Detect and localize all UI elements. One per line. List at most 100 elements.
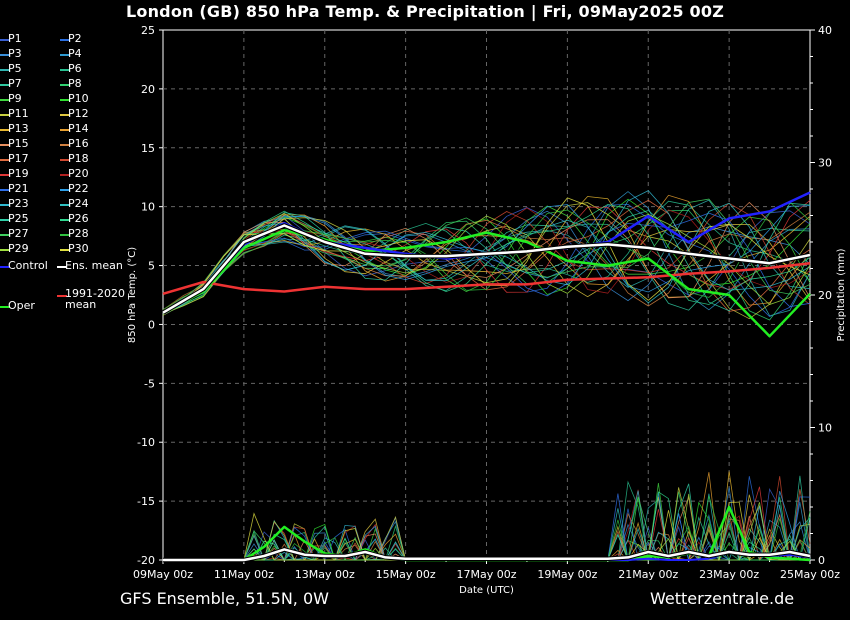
- x-tick-label: 11May 00z: [214, 568, 274, 581]
- member-temp-line: [162, 199, 811, 317]
- legend-swatch: [0, 219, 10, 221]
- y-tick-label: 5: [148, 260, 155, 273]
- legend-swatch: [0, 129, 10, 131]
- legend-swatch: [0, 39, 10, 41]
- legend-swatch: [0, 54, 10, 56]
- legend-label: P27: [8, 227, 29, 240]
- legend-swatch: [0, 234, 10, 236]
- legend-swatch: [60, 54, 70, 56]
- legend-label: P22: [68, 182, 89, 195]
- legend-swatch: [0, 249, 10, 251]
- y-tick-label: -20: [137, 554, 155, 567]
- x-tick-label: 15May 00z: [376, 568, 436, 581]
- legend-label: P25: [8, 212, 29, 225]
- legend-swatch: [0, 174, 10, 176]
- site-credit: Wetterzentrale.de: [650, 589, 795, 608]
- legend-label: P10: [68, 92, 89, 105]
- member-temp-line: [162, 213, 811, 315]
- member-temp-line: [162, 199, 811, 312]
- y-tick-label: -5: [144, 377, 155, 390]
- legend-label: P30: [68, 242, 89, 255]
- y2-tick-label: 30: [818, 157, 832, 170]
- x-tick-label: 25May 00z: [780, 568, 840, 581]
- x-tick-label: 17May 00z: [456, 568, 516, 581]
- oper-temp-line: [162, 228, 811, 338]
- ens-mean-precip-line: [163, 548, 811, 562]
- legend-swatch: [57, 266, 67, 268]
- legend-label: P13: [8, 122, 29, 135]
- legend-label: P9: [8, 92, 22, 105]
- legend-swatch: [60, 219, 70, 221]
- legend-label: P1: [8, 32, 22, 45]
- y-axis-label: 850 hPa Temp. (°C): [127, 247, 138, 343]
- legend-label: Ens. mean: [65, 259, 123, 272]
- x-tick-label: 09May 00z: [133, 568, 193, 581]
- legend-swatch: [0, 266, 10, 268]
- y-tick-label: 25: [141, 24, 155, 37]
- legend-label: P21: [8, 182, 29, 195]
- legend-swatch: [60, 204, 70, 206]
- legend-label: P28: [68, 227, 89, 240]
- legend-swatch: [60, 234, 70, 236]
- legend-label: P17: [8, 152, 29, 165]
- legend-label: P19: [8, 167, 29, 180]
- legend-label: P24: [68, 197, 89, 210]
- legend-label: P18: [68, 152, 89, 165]
- legend-swatch: [0, 84, 10, 86]
- x-tick-label: 19May 00z: [537, 568, 597, 581]
- legend-label: P6: [68, 62, 82, 75]
- member-temp-line: [162, 203, 811, 315]
- legend: P1 P2 P3 P4 P5 P6 P7 P8 P9 P10 P11 P12 P13 P14 P15 P16 P…: [0, 32, 130, 322]
- legend-label: P26: [68, 212, 89, 225]
- legend-label: 1991-2020 mean: [65, 287, 125, 311]
- legend-label: P12: [68, 107, 89, 120]
- legend-swatch: [0, 306, 10, 308]
- legend-label: P20: [68, 167, 89, 180]
- legend-swatch: [0, 204, 10, 206]
- climate-mean-line: [162, 261, 811, 295]
- y-tick-label: 15: [141, 142, 155, 155]
- legend-swatch: [60, 114, 70, 116]
- member-temp-line: [162, 204, 811, 316]
- member-temp-line: [162, 201, 811, 311]
- legend-label: P11: [8, 107, 29, 120]
- y2-tick-label: 0: [818, 554, 825, 567]
- legend-swatch: [0, 144, 10, 146]
- legend-label: P23: [8, 197, 29, 210]
- member-temp-line: [162, 194, 811, 314]
- x-tick-label: 23May 00z: [699, 568, 759, 581]
- legend-swatch: [57, 295, 67, 297]
- y-tick-label: -10: [137, 436, 155, 449]
- y-tick-label: 10: [141, 201, 155, 214]
- legend-swatch: [0, 114, 10, 116]
- x-axis-label: Date (UTC): [459, 585, 514, 596]
- legend-label: P16: [68, 137, 89, 150]
- legend-swatch: [60, 174, 70, 176]
- legend-label: P7: [8, 77, 22, 90]
- legend-swatch: [60, 249, 70, 251]
- legend-label: P8: [68, 77, 82, 90]
- chart-title: London (GB) 850 hPa Temp. & Precipitatio…: [125, 2, 724, 21]
- legend-label: P4: [68, 47, 82, 60]
- y-tick-label: 20: [141, 83, 155, 96]
- y2-tick-label: 40: [818, 24, 832, 37]
- member-temp-line: [162, 203, 811, 318]
- legend-label: P5: [8, 62, 22, 75]
- y-tick-label: -15: [137, 495, 155, 508]
- legend-swatch: [60, 189, 70, 191]
- y-tick-label: 0: [148, 318, 155, 331]
- legend-label: Control: [8, 259, 48, 272]
- legend-label: Oper: [8, 299, 35, 312]
- legend-label: P29: [8, 242, 29, 255]
- ens-mean-temp-line: [162, 224, 811, 314]
- legend-label: P3: [8, 47, 22, 60]
- y2-axis-label: Precipitation (mm): [836, 248, 847, 341]
- x-tick-label: 21May 00z: [618, 568, 678, 581]
- legend-swatch: [0, 159, 10, 161]
- legend-swatch: [60, 69, 70, 71]
- model-info: GFS Ensemble, 51.5N, 0W: [120, 589, 329, 608]
- legend-swatch: [60, 129, 70, 131]
- legend-label: P15: [8, 137, 29, 150]
- legend-swatch: [60, 159, 70, 161]
